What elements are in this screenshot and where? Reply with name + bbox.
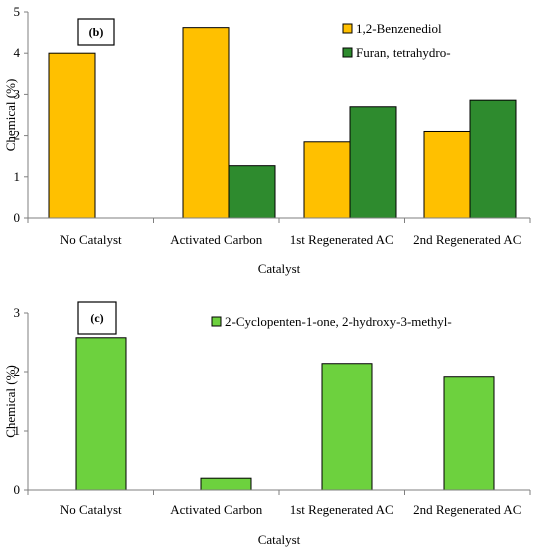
y-axis-title: Chemical (%) bbox=[3, 365, 18, 438]
y-tick-label: 0 bbox=[14, 210, 21, 225]
bar bbox=[200, 477, 252, 491]
x-tick-label: 1st Regenerated AC bbox=[290, 232, 394, 247]
legend-swatch bbox=[342, 47, 353, 58]
panel-label-box bbox=[77, 18, 115, 46]
legend-label: Furan, tetrahydro- bbox=[356, 45, 451, 60]
y-tick-label: 5 bbox=[14, 4, 21, 19]
bar bbox=[182, 27, 230, 219]
y-tick-label: 1 bbox=[14, 423, 21, 438]
panel-label: (b) bbox=[89, 25, 104, 39]
x-tick-label: 2nd Regenerated AC bbox=[413, 232, 521, 247]
panel-label-box bbox=[77, 301, 117, 335]
legend-swatch bbox=[211, 316, 222, 327]
legend-label: 1,2-Benzenediol bbox=[356, 21, 442, 36]
x-tick-label: No Catalyst bbox=[60, 502, 122, 517]
bar bbox=[321, 363, 373, 491]
y-tick-label: 2 bbox=[14, 364, 21, 379]
bar bbox=[303, 141, 351, 219]
y-tick-label: 4 bbox=[14, 45, 21, 60]
bar bbox=[349, 106, 397, 219]
bar bbox=[75, 337, 127, 491]
chart-b: 0 1 2 3 4 5 No Catalyst Activated Carbon 1st Reg… bbox=[3, 4, 531, 276]
chart-c: 0 1 2 3 No Catalyst Activated Carbon 1st Regen… bbox=[3, 301, 531, 547]
y-tick-label: 1 bbox=[14, 169, 21, 184]
y-axis-title: Chemical (%) bbox=[3, 79, 18, 152]
bar bbox=[469, 99, 517, 219]
bar bbox=[443, 376, 495, 491]
bar bbox=[48, 52, 96, 219]
x-axis-title: Catalyst bbox=[258, 261, 301, 276]
y-tick-label: 0 bbox=[14, 482, 21, 497]
x-tick-label: Activated Carbon bbox=[170, 502, 263, 517]
legend-swatch bbox=[342, 23, 353, 34]
x-tick-label: Activated Carbon bbox=[170, 232, 263, 247]
legend-label: 2-Cyclopenten-1-one, 2-hydroxy-3-methyl- bbox=[225, 314, 452, 329]
panel-label: (c) bbox=[90, 311, 103, 325]
x-axis-title: Catalyst bbox=[258, 532, 301, 547]
y-tick-label: 3 bbox=[14, 86, 21, 101]
x-tick-label: 2nd Regenerated AC bbox=[413, 502, 521, 517]
x-tick-label: No Catalyst bbox=[60, 232, 122, 247]
x-tick-label: 1st Regenerated AC bbox=[290, 502, 394, 517]
bar bbox=[228, 165, 276, 219]
bar bbox=[423, 130, 471, 219]
y-tick-label: 2 bbox=[14, 128, 21, 143]
y-tick-label: 3 bbox=[14, 305, 21, 320]
